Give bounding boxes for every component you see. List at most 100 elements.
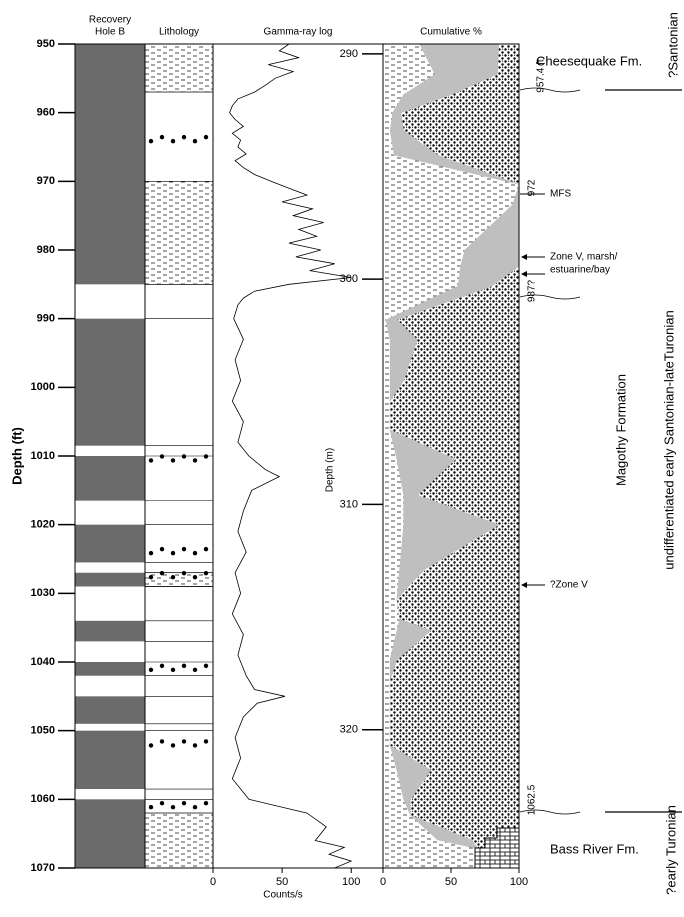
annotation: Zone V, marsh/ bbox=[550, 252, 618, 263]
pebble bbox=[159, 801, 165, 806]
y-tick-label: 1070 bbox=[31, 862, 55, 874]
pebble bbox=[181, 134, 187, 140]
x-axis-label: Counts/s bbox=[263, 890, 302, 901]
pebble bbox=[148, 667, 154, 673]
pebble bbox=[181, 739, 187, 744]
column-header: Cumulative % bbox=[420, 27, 482, 38]
pebble bbox=[203, 570, 209, 576]
pebble-row bbox=[148, 739, 209, 748]
y-tick-label: 960 bbox=[37, 107, 55, 119]
y-tick-label: 990 bbox=[37, 313, 55, 325]
column-header: Lithology bbox=[159, 27, 199, 38]
lithology-unit bbox=[144, 181, 214, 285]
recovered-interval bbox=[75, 456, 145, 501]
pebble bbox=[203, 454, 209, 459]
pebble bbox=[170, 574, 176, 580]
recovered-interval bbox=[75, 662, 145, 676]
pebble bbox=[192, 667, 198, 673]
annotation: MFS bbox=[550, 189, 571, 200]
pebble bbox=[159, 663, 165, 669]
arrow-head bbox=[521, 254, 527, 260]
pebble bbox=[203, 739, 209, 744]
lithology-unit bbox=[144, 43, 214, 93]
pebble bbox=[203, 663, 209, 669]
pebble bbox=[181, 663, 187, 669]
column-header: Recovery bbox=[89, 15, 131, 26]
y-tick-label: 300 bbox=[340, 273, 358, 285]
pebble-row bbox=[148, 454, 209, 463]
pebble bbox=[192, 743, 198, 748]
pebble bbox=[148, 743, 154, 748]
recovered-interval bbox=[75, 696, 145, 724]
pebble-row bbox=[148, 570, 209, 580]
contact-line bbox=[519, 87, 581, 93]
x-tick-label: 50 bbox=[276, 876, 288, 888]
gamma-line bbox=[229, 43, 353, 869]
y-tick-label: 970 bbox=[37, 175, 55, 187]
pebble bbox=[170, 458, 176, 463]
pebble bbox=[192, 805, 198, 810]
pebble bbox=[192, 550, 198, 556]
pebble bbox=[181, 801, 187, 806]
x-tick-label: 100 bbox=[510, 876, 528, 888]
pebble bbox=[181, 454, 187, 459]
lithology-unit bbox=[144, 91, 214, 182]
y-tick-label: 1040 bbox=[31, 656, 55, 668]
x-tick-label: 50 bbox=[445, 876, 457, 888]
y-tick-label: 1060 bbox=[31, 793, 55, 805]
y-tick-label: 320 bbox=[340, 724, 358, 736]
contact-line bbox=[519, 809, 581, 815]
pebble bbox=[203, 546, 209, 552]
recovered-interval bbox=[75, 620, 145, 642]
y-tick-label: 1050 bbox=[31, 725, 55, 737]
pebble bbox=[159, 454, 165, 459]
pebble bbox=[203, 801, 209, 806]
recovered-interval bbox=[75, 524, 145, 563]
pebble bbox=[159, 134, 165, 140]
pebble-row bbox=[148, 663, 209, 673]
pebble bbox=[148, 550, 154, 556]
y-tick-label: 1030 bbox=[31, 587, 55, 599]
y-axis-label: Depth (ft) bbox=[9, 427, 24, 485]
pebble bbox=[148, 805, 154, 810]
arrow-head bbox=[521, 582, 527, 588]
arrow-head bbox=[521, 271, 527, 277]
annotation: ?Zone V bbox=[550, 580, 588, 591]
annotation: 1062.5 bbox=[527, 784, 538, 815]
y-tick-label: 980 bbox=[37, 244, 55, 256]
recovered-interval bbox=[75, 572, 145, 587]
column-header: Hole B bbox=[95, 27, 125, 38]
sand-area bbox=[389, 44, 519, 868]
pebble bbox=[148, 574, 154, 580]
annotation: 957.4 ft bbox=[536, 59, 547, 93]
annotation: 987? bbox=[527, 279, 538, 302]
pebble-row bbox=[148, 546, 209, 556]
contact-line bbox=[519, 294, 581, 300]
lithology-unit bbox=[144, 284, 214, 574]
annotation: Cheesequake Fm. bbox=[536, 53, 642, 68]
panels: 9509609709809901000101010201030104010501… bbox=[31, 38, 529, 888]
column-header: Gamma-ray log bbox=[264, 27, 333, 38]
y-tick-label: 1000 bbox=[31, 381, 55, 393]
pebble bbox=[159, 546, 165, 552]
pebble-row bbox=[148, 134, 209, 144]
y-tick-label: 950 bbox=[37, 38, 55, 50]
pebble bbox=[148, 458, 154, 463]
annotation: Magothy Formation bbox=[613, 374, 628, 486]
pebble bbox=[170, 550, 176, 556]
pebble bbox=[170, 667, 176, 673]
lithology-unit bbox=[144, 572, 214, 587]
recovered-interval bbox=[75, 318, 145, 446]
pebble bbox=[170, 138, 176, 144]
y-tick-label: 1020 bbox=[31, 519, 55, 531]
pebble-row bbox=[148, 801, 209, 810]
y-tick-label: 1010 bbox=[31, 450, 55, 462]
annotation: undifferentiated early Santonian-lateTur… bbox=[661, 310, 676, 569]
pebble bbox=[192, 458, 198, 463]
annotation: 972 bbox=[527, 179, 538, 196]
annotation: estuarine/bay bbox=[550, 265, 610, 276]
x-tick-label: 0 bbox=[210, 876, 216, 888]
recovered-interval bbox=[75, 799, 145, 868]
pebble bbox=[159, 739, 165, 744]
